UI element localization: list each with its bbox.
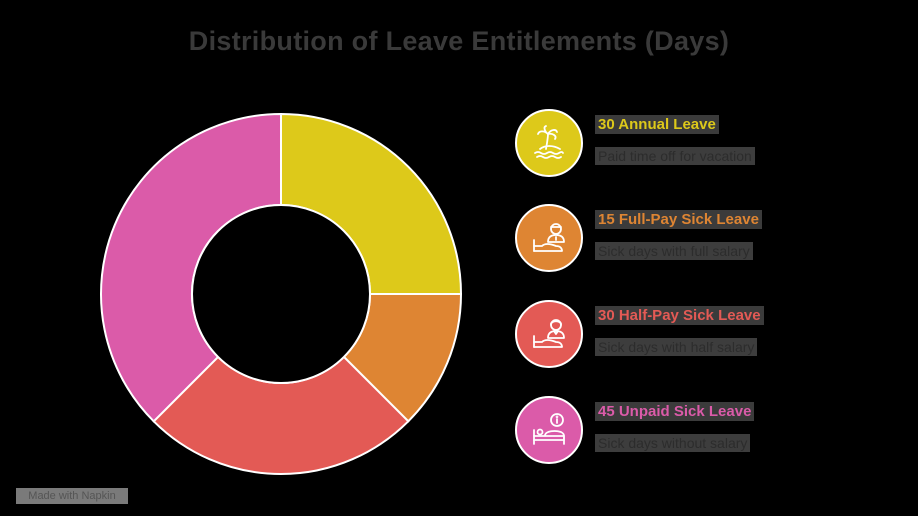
legend-item-unpaid-sick-leave: 45 Unpaid Sick Leave Sick days without s… [513, 392, 893, 470]
donut-chart [100, 112, 463, 475]
legend-item-full-pay-sick-leave: 15 Full-Pay Sick Leave Sick days with fu… [513, 200, 893, 278]
legend-heading: 15 Full-Pay Sick Leave [595, 210, 762, 229]
legend-description: Sick days without salary [595, 434, 751, 452]
legend-description: Sick days with half salary [595, 338, 758, 356]
patient-bed-doctor-icon [515, 204, 583, 272]
patient-bed-nurse-icon [515, 300, 583, 368]
legend-item-annual-leave: 30 Annual Leave Paid time off for vacati… [513, 105, 893, 183]
legend-item-half-pay-sick-leave: 30 Half-Pay Sick Leave Sick days with ha… [513, 296, 893, 374]
donut-segments [100, 112, 463, 475]
legend-description: Paid time off for vacation [595, 147, 755, 165]
chart-title: Distribution of Leave Entitlements (Days… [188, 26, 730, 56]
legend-heading: 30 Half-Pay Sick Leave [595, 306, 764, 325]
legend-description: Sick days with full salary [595, 242, 753, 260]
legend-heading: 30 Annual Leave [595, 115, 719, 134]
legend-heading: 45 Unpaid Sick Leave [595, 402, 755, 421]
palm-tree-beach-icon [515, 109, 583, 177]
bed-info-icon [515, 396, 583, 464]
donut-hole [191, 204, 371, 384]
watermark: Made with Napkin [16, 488, 128, 504]
